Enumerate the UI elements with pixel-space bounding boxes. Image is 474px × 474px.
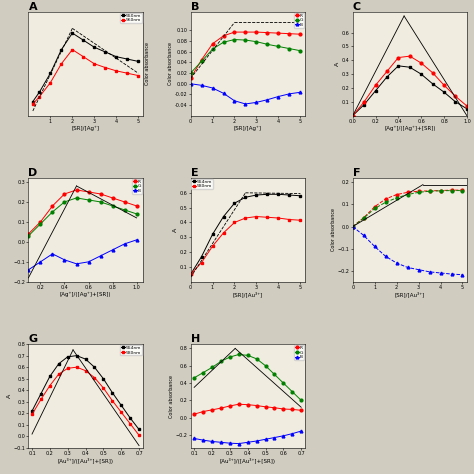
X-axis label: [SR]/[Ag⁺]: [SR]/[Ag⁺]: [72, 126, 100, 131]
Text: G: G: [28, 334, 37, 344]
Text: C: C: [353, 2, 361, 12]
Legend: 554nm, 580nm: 554nm, 580nm: [191, 179, 213, 189]
X-axis label: [SR]/[Ag⁺]: [SR]/[Ag⁺]: [234, 126, 262, 131]
Text: D: D: [28, 168, 38, 178]
Legend: 550nm, 560nm: 550nm, 560nm: [120, 13, 142, 23]
X-axis label: [Au³⁺]/([Au³⁺]+[SR]): [Au³⁺]/([Au³⁺]+[SR]): [57, 458, 114, 464]
Y-axis label: Color absorbance: Color absorbance: [331, 209, 336, 251]
Y-axis label: Color absorbance: Color absorbance: [169, 374, 174, 418]
Text: B: B: [191, 2, 199, 12]
Y-axis label: Color absorbance: Color absorbance: [146, 42, 150, 85]
Legend: 554nm, 580nm: 554nm, 580nm: [120, 345, 142, 356]
X-axis label: [SR]/[Au³⁺]: [SR]/[Au³⁺]: [233, 292, 263, 297]
Text: E: E: [191, 168, 198, 178]
Y-axis label: A: A: [7, 394, 12, 398]
Y-axis label: Color absorbance: Color absorbance: [168, 42, 173, 85]
Text: F: F: [353, 168, 360, 178]
Legend: R, G, B: R, G, B: [294, 345, 304, 360]
X-axis label: [SR]/[Au³⁺]: [SR]/[Au³⁺]: [395, 292, 425, 297]
X-axis label: [Ag⁺]/([Ag⁺]+[SR]): [Ag⁺]/([Ag⁺]+[SR]): [60, 292, 111, 297]
Text: A: A: [28, 2, 37, 12]
Text: H: H: [191, 334, 200, 344]
Y-axis label: A: A: [335, 62, 340, 66]
Y-axis label: A: A: [173, 228, 178, 232]
Legend: R, G, B: R, G, B: [294, 13, 304, 28]
X-axis label: [Ag⁺]/([Ag⁺]+[SR]): [Ag⁺]/([Ag⁺]+[SR]): [384, 126, 436, 131]
X-axis label: [Au³⁺]/([Au³⁺]+[SR]): [Au³⁺]/([Au³⁺]+[SR]): [219, 458, 276, 464]
Legend: R, G, B: R, G, B: [132, 179, 142, 194]
